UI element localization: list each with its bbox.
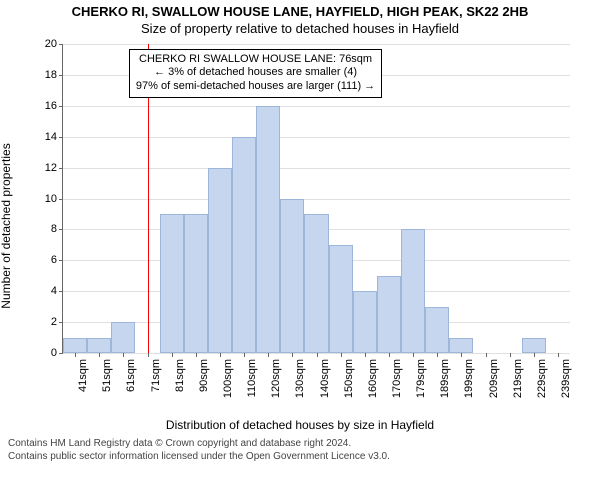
x-tick xyxy=(172,353,173,357)
x-tick xyxy=(148,353,149,357)
x-tick-label: 120sqm xyxy=(270,359,282,398)
x-tick xyxy=(341,353,342,357)
bar xyxy=(401,229,425,353)
x-tick-label: 239sqm xyxy=(560,359,572,398)
x-tick-label: 179sqm xyxy=(415,359,427,398)
footer: Contains HM Land Registry data © Crown c… xyxy=(0,432,600,463)
annotation-line: CHERKO RI SWALLOW HOUSE LANE: 76sqm xyxy=(136,53,375,67)
bar xyxy=(87,338,111,353)
x-tick xyxy=(220,353,221,357)
x-tick xyxy=(558,353,559,357)
chart-area: Number of detached properties 0246810121… xyxy=(20,36,580,416)
x-tick xyxy=(365,353,366,357)
y-axis-label: Number of detached properties xyxy=(0,143,13,308)
x-tick-label: 219sqm xyxy=(512,359,524,398)
annotation-box: CHERKO RI SWALLOW HOUSE LANE: 76sqm← 3% … xyxy=(129,49,382,98)
x-tick-label: 51sqm xyxy=(101,359,113,392)
bar xyxy=(522,338,546,353)
x-tick-label: 81sqm xyxy=(174,359,186,392)
x-tick-label: 110sqm xyxy=(246,359,258,397)
gridline xyxy=(63,44,570,45)
gridline xyxy=(63,137,570,138)
x-tick-label: 189sqm xyxy=(439,359,451,398)
x-tick xyxy=(244,353,245,357)
bar xyxy=(232,137,256,353)
x-tick-label: 140sqm xyxy=(319,359,331,398)
x-tick xyxy=(292,353,293,357)
x-tick-label: 160sqm xyxy=(367,359,379,398)
bar xyxy=(280,199,304,354)
x-tick xyxy=(75,353,76,357)
bar xyxy=(111,322,135,353)
y-tick-label: 12 xyxy=(45,162,63,174)
x-tick-label: 61sqm xyxy=(125,359,137,392)
bar xyxy=(184,214,208,353)
x-axis-label: Distribution of detached houses by size … xyxy=(0,418,600,432)
bar xyxy=(377,276,401,353)
x-tick xyxy=(510,353,511,357)
x-tick xyxy=(99,353,100,357)
x-tick-label: 209sqm xyxy=(488,359,500,398)
x-tick-label: 170sqm xyxy=(391,359,403,398)
bar xyxy=(208,168,232,353)
x-tick xyxy=(461,353,462,357)
y-tick-label: 6 xyxy=(51,254,63,266)
bar xyxy=(449,338,473,353)
bar xyxy=(425,307,449,353)
bar xyxy=(256,106,280,353)
annotation-line: 97% of semi-detached houses are larger (… xyxy=(136,80,375,94)
x-tick-label: 90sqm xyxy=(198,359,210,392)
y-tick-label: 4 xyxy=(51,285,63,297)
gridline xyxy=(63,106,570,107)
x-tick xyxy=(123,353,124,357)
x-tick xyxy=(486,353,487,357)
x-tick xyxy=(389,353,390,357)
x-tick-label: 130sqm xyxy=(294,359,306,398)
bar xyxy=(63,338,87,353)
bar xyxy=(353,291,377,353)
y-tick-label: 8 xyxy=(51,223,63,235)
x-tick-label: 41sqm xyxy=(77,359,89,392)
x-tick xyxy=(437,353,438,357)
x-tick-label: 100sqm xyxy=(222,359,234,398)
x-tick xyxy=(534,353,535,357)
gridline xyxy=(63,199,570,200)
footer-line: Contains HM Land Registry data © Crown c… xyxy=(8,438,592,451)
page-title: CHERKO RI, SWALLOW HOUSE LANE, HAYFIELD,… xyxy=(0,4,600,19)
x-tick-label: 229sqm xyxy=(536,359,548,398)
bar xyxy=(304,214,328,353)
footer-line: Contains public sector information licen… xyxy=(8,451,592,464)
x-tick xyxy=(196,353,197,357)
bar xyxy=(329,245,353,353)
annotation-line: ← 3% of detached houses are smaller (4) xyxy=(136,66,375,80)
y-tick-label: 20 xyxy=(45,38,63,50)
y-tick-label: 0 xyxy=(51,347,63,359)
x-tick xyxy=(317,353,318,357)
y-tick-label: 2 xyxy=(51,316,63,328)
y-tick-label: 18 xyxy=(45,69,63,81)
x-tick-label: 71sqm xyxy=(150,359,162,392)
x-tick-label: 199sqm xyxy=(463,359,475,398)
y-tick-label: 10 xyxy=(45,193,63,205)
x-tick-label: 150sqm xyxy=(343,359,355,398)
x-tick xyxy=(413,353,414,357)
plot-region: 0246810121416182041sqm51sqm61sqm71sqm81s… xyxy=(62,44,570,354)
bar xyxy=(160,214,184,353)
y-tick-label: 16 xyxy=(45,100,63,112)
gridline xyxy=(63,168,570,169)
page-subtitle: Size of property relative to detached ho… xyxy=(0,21,600,36)
x-tick xyxy=(268,353,269,357)
y-tick-label: 14 xyxy=(45,131,63,143)
